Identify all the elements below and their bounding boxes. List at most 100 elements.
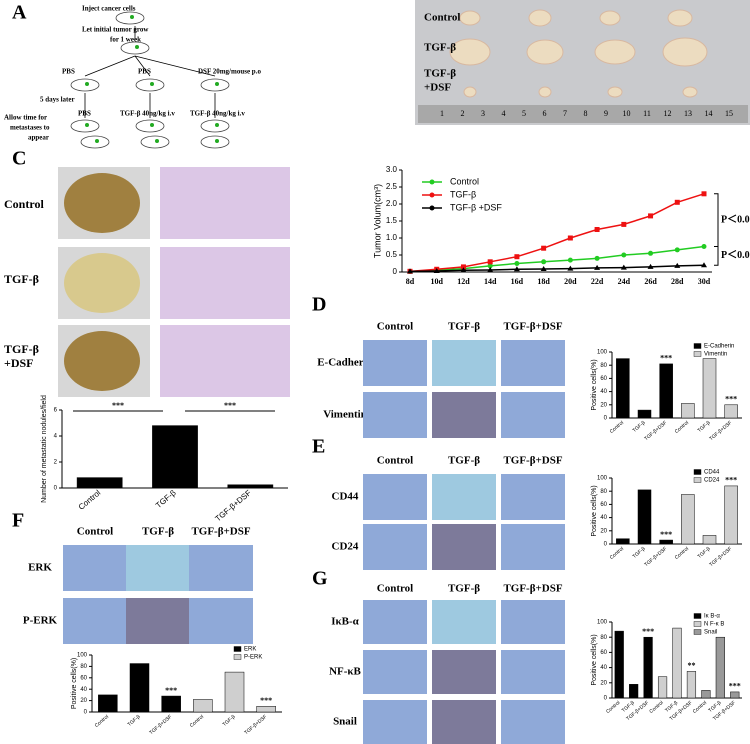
tumor: [215, 123, 219, 127]
y-tick-label: 40: [600, 515, 607, 521]
x-tick-label: 10d: [431, 277, 444, 286]
bar: [681, 494, 695, 545]
y-tick-label: 0: [393, 267, 398, 276]
x-tick-label: 26d: [644, 277, 657, 286]
bar: [715, 636, 725, 699]
y-tick-label: 40: [80, 687, 87, 693]
y-axis-label: Tumor Volum(cm³): [372, 184, 382, 258]
series-line: [409, 193, 705, 273]
x-tick-label: 16d: [511, 277, 524, 286]
annotation: ***: [660, 530, 672, 539]
series-line: [409, 245, 705, 273]
marker: [594, 255, 600, 261]
label: appear: [28, 134, 49, 142]
label: Vimentin: [323, 409, 367, 421]
label: 1: [440, 109, 444, 118]
y-tick-label: 100: [597, 350, 608, 356]
label: 15: [725, 109, 733, 118]
bar: [76, 477, 123, 489]
label: Control: [424, 12, 460, 24]
legend-label: TGF-β: [450, 189, 476, 199]
annotation: ***: [729, 682, 741, 691]
y-tick-label: 0: [604, 696, 608, 702]
label: IκB-α: [331, 616, 359, 628]
bar: [129, 663, 150, 713]
tumor: [215, 82, 219, 86]
micrograph: [501, 474, 565, 520]
label: Control: [77, 526, 113, 538]
legend-swatch: [233, 654, 242, 660]
legend-marker: [429, 192, 435, 198]
label: E-Cadherin: [317, 357, 373, 369]
liver: [64, 173, 140, 233]
bar: [224, 671, 245, 713]
marker: [487, 266, 494, 272]
annotation: ***: [112, 401, 124, 410]
marker: [620, 264, 627, 270]
micrograph: [432, 650, 496, 694]
legend-label: E-Cadherin: [704, 344, 734, 350]
y-tick-label: 1.5: [386, 216, 398, 225]
y-tick-label: 0: [54, 486, 58, 492]
label: 5 days later: [40, 96, 75, 104]
label: Control: [377, 455, 413, 467]
y-tick-label: 40: [600, 665, 607, 671]
micrograph: [363, 392, 427, 438]
micrograph: [501, 392, 565, 438]
y-axis-label: Positive cells(%): [591, 485, 598, 536]
marker: [487, 263, 493, 269]
y-tick-label: 0: [604, 542, 608, 548]
y-tick-label: 20: [80, 698, 87, 704]
label: for 1 week: [110, 36, 141, 44]
marker: [540, 265, 547, 271]
bar: [193, 699, 213, 713]
label: 11: [643, 109, 651, 118]
legend-marker: [429, 205, 435, 211]
label: TGF-β 40ng/kg i.v: [120, 110, 175, 118]
y-tick-label: 100: [77, 653, 88, 659]
marker: [701, 191, 707, 197]
marker: [487, 259, 493, 265]
label: ERK: [28, 562, 52, 574]
legend-swatch: [693, 613, 702, 619]
bar: [686, 671, 697, 699]
y-tick-label: 20: [600, 528, 607, 534]
label: +DSF: [4, 356, 34, 370]
label: 14: [705, 109, 713, 118]
micrograph: [189, 545, 253, 591]
bar: [681, 403, 695, 419]
y-tick-label: 3.0: [386, 165, 398, 174]
tumor: [150, 123, 154, 127]
annotation: ***: [725, 476, 737, 485]
annotation: ***: [642, 627, 654, 636]
micrograph: [432, 392, 496, 438]
label: P-ERK: [23, 615, 58, 627]
y-axis-label: Positive cells(%): [591, 634, 598, 685]
marker: [621, 221, 627, 227]
tumor: [215, 139, 219, 143]
arrow: [134, 55, 151, 77]
legend-swatch: [693, 469, 702, 475]
y-tick-label: 20: [600, 402, 607, 408]
label: F: [12, 510, 24, 532]
label: 10: [623, 109, 631, 118]
micrograph: [63, 545, 127, 591]
label: TGF-β: [424, 68, 456, 80]
annotation: ***: [224, 401, 236, 410]
tumor: [526, 39, 564, 65]
label: 9: [604, 109, 608, 118]
label: C: [12, 148, 26, 170]
bar: [629, 684, 639, 699]
annotation: ***: [660, 354, 672, 363]
micrograph: [63, 598, 127, 644]
marker: [567, 257, 573, 263]
label: TGF-β: [448, 321, 480, 333]
bar: [702, 358, 717, 419]
x-tick-label: 28d: [671, 277, 684, 286]
marker: [674, 199, 680, 205]
y-axis-label: Positive cells(%): [591, 359, 598, 410]
marker: [541, 259, 547, 265]
label: TGF-β: [4, 272, 39, 286]
he-micrograph: [160, 247, 290, 319]
